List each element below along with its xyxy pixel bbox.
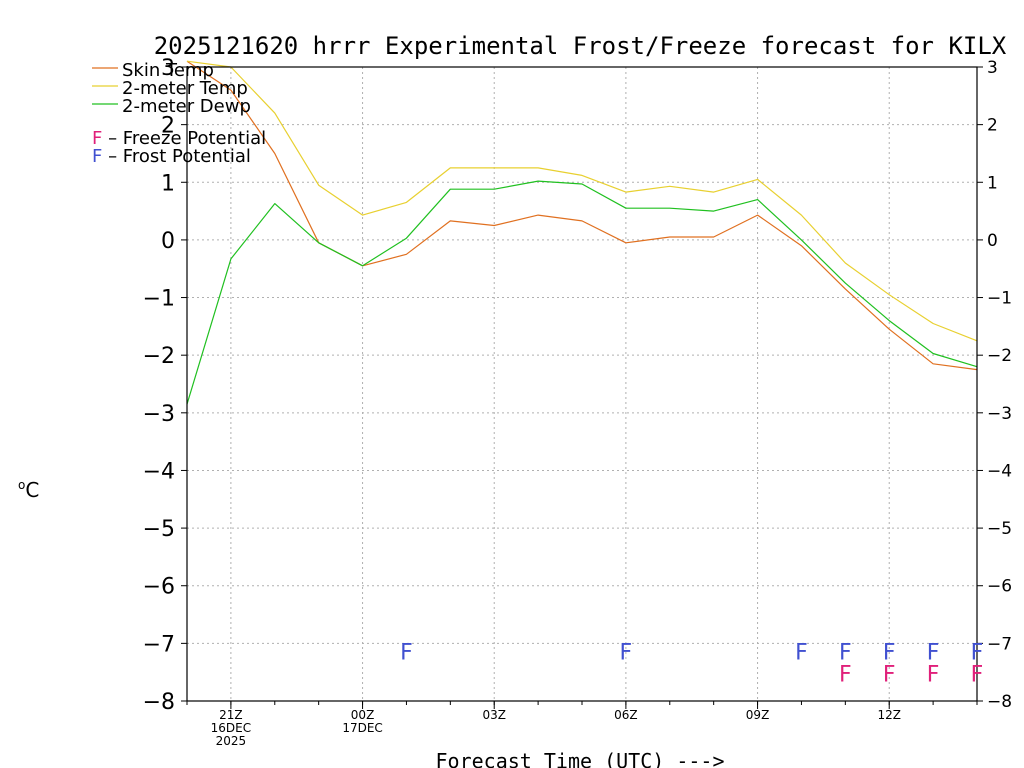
frost-marker: F — [400, 640, 413, 665]
y-tick-label-left: −7 — [143, 632, 175, 657]
frost-freeze-markers: F F F F F F FF F F F — [400, 640, 983, 687]
legend-2m-dewp-label: 2-meter Dewp — [122, 96, 251, 117]
gridlines — [187, 67, 977, 701]
legend: Skin Temp 2-meter Temp 2-meter Dewp F – … — [92, 60, 266, 167]
x-tick-label: 00Z — [351, 708, 375, 722]
x-tick-label: 06Z — [614, 708, 638, 722]
x-tick-label: 17DEC — [342, 721, 382, 735]
frost-marker: F — [839, 640, 852, 665]
freeze-marker: F — [883, 662, 896, 687]
y-tick-label-left: −6 — [143, 575, 175, 600]
legend-2m-temp-label: 2-meter Temp — [122, 78, 248, 99]
y-tick-label-right: 0 — [987, 231, 998, 251]
x-axis-title: Forecast Time (UTC) ---> — [436, 749, 725, 768]
y-tick-label-left: 3 — [161, 56, 175, 81]
freeze-marker: F — [971, 662, 984, 687]
y-tick-label-left: −2 — [143, 344, 175, 369]
y-tick-label-right: 3 — [987, 58, 998, 78]
celsius-unit: C — [25, 478, 39, 502]
y-tick-label-right: −2 — [987, 346, 1012, 366]
degree-sign: o — [18, 478, 25, 492]
legend-freeze-label: – Freeze Potential — [102, 128, 266, 149]
axes: 3 3 2 2 1 1 0 0 −1 −1 −2 −2 −3 −3 −4 −4 −5 −5 −6 −6 −7 −7 −8 −8… — [143, 56, 1013, 748]
y-tick-label-left: −8 — [143, 690, 175, 715]
y-tick-label-right: 1 — [987, 173, 998, 193]
x-tick-label: 09Z — [746, 708, 770, 722]
x-tick-label: 2025 — [216, 734, 247, 748]
freeze-marker: F — [927, 662, 940, 687]
y-tick-label-left: −5 — [143, 517, 175, 542]
y-tick-label-right: 2 — [987, 116, 998, 136]
legend-freeze-letter: F — [92, 128, 102, 149]
series-line-2-meter-dewp — [186, 180, 978, 405]
legend-frost-potential: F – Frost Potential — [92, 146, 251, 167]
plot-frame — [186, 66, 978, 702]
y-tick-label-left: −4 — [143, 459, 175, 484]
series-lines — [186, 60, 978, 405]
legend-frost-letter: F — [92, 146, 102, 167]
y-tick-label-left: −3 — [143, 402, 175, 427]
y-tick-label-left: 2 — [161, 114, 175, 139]
freeze-marker: F — [839, 662, 852, 687]
y-tick-label-right: −6 — [987, 577, 1012, 597]
frost-marker: F — [883, 640, 896, 665]
legend-frost-label: – Frost Potential — [102, 146, 251, 167]
x-tick-label: 12Z — [877, 708, 901, 722]
y-tick-label-left: −1 — [143, 287, 175, 312]
x-tick-label: 03Z — [482, 708, 506, 722]
frost-marker: F — [927, 640, 940, 665]
series-line-2-meter-temp — [186, 60, 978, 342]
y-tick-label-right: −3 — [987, 404, 1012, 424]
x-tick-label: 21Z — [219, 708, 243, 722]
x-tick-label: 16DEC — [211, 721, 251, 735]
y-tick-label-left: 1 — [161, 171, 175, 196]
y-tick-label-right: −5 — [987, 519, 1012, 539]
y-tick-label-right: −1 — [987, 289, 1012, 309]
legend-freeze-potential: F – Freeze Potential — [92, 128, 266, 149]
y-tick-label-right: −4 — [987, 461, 1012, 481]
frost-marker: F — [971, 640, 984, 665]
series-line-skin-temp — [186, 60, 978, 371]
y-tick-label-right: −8 — [987, 692, 1012, 712]
y-tick-label-right: −7 — [987, 634, 1012, 654]
y-tick-label-left: 0 — [161, 229, 175, 254]
y-axis-unit: oC — [18, 478, 39, 502]
legend-skin-temp-label: Skin Temp — [122, 60, 214, 81]
frost-marker: F — [795, 640, 808, 665]
chart-title: 2025121620 hrrr Experimental Frost/Freez… — [154, 32, 1007, 60]
frost-marker: F — [620, 640, 633, 665]
